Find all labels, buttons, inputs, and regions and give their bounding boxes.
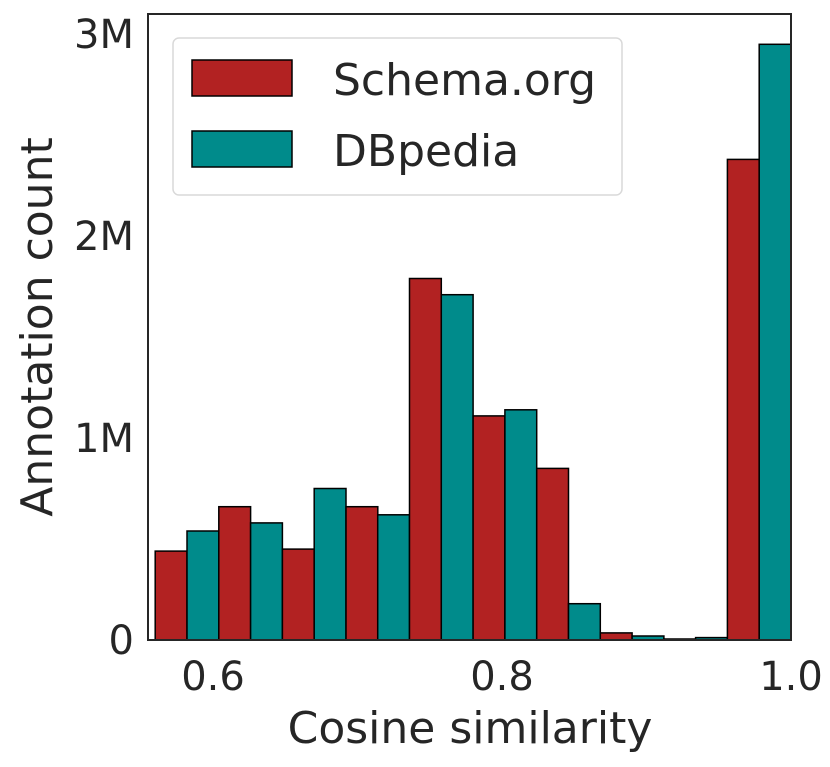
legend-swatch-dbpedia (191, 130, 293, 168)
y-axis-label: Annotation count (12, 137, 63, 516)
x-tick-label: 0.8 (470, 654, 534, 700)
bar-dbpedia-2 (313, 487, 347, 641)
legend-label-dbpedia: DBpedia (333, 126, 519, 177)
bar-schema-org-2 (281, 548, 315, 641)
bar-schema-org-1 (218, 505, 252, 641)
bar-schema-org-6 (535, 467, 570, 641)
y-tick-label: 2M (74, 214, 134, 260)
y-tick-label: 0 (109, 618, 134, 664)
legend: Schema.org DBpedia (172, 37, 623, 196)
bar-dbpedia-9 (758, 43, 792, 641)
bar-dbpedia-5 (504, 409, 538, 641)
bars-layer (154, 43, 792, 641)
bar-schema-org-5 (472, 415, 506, 641)
bar-dbpedia-1 (249, 522, 284, 641)
plot-frame (147, 13, 792, 641)
y-tick-labels: 0 1M 2M 3M (74, 12, 134, 664)
y-tick-label: 3M (74, 12, 134, 58)
bar-dbpedia-4 (440, 293, 474, 641)
x-tick-label: 1.0 (759, 654, 823, 700)
bar-schema-org-9 (726, 158, 760, 641)
bar-schema-org-3 (345, 505, 379, 641)
bar-schema-org-0 (154, 550, 188, 641)
x-tick-labels: 0.6 0.8 1.0 (181, 654, 823, 700)
bar-dbpedia-3 (376, 514, 411, 641)
legend-label-schema-org: Schema.org (333, 55, 596, 106)
y-tick-label: 1M (74, 416, 134, 462)
bar-schema-org-7 (599, 632, 633, 641)
bar-dbpedia-0 (186, 530, 220, 641)
legend-swatch-schema-org (191, 59, 293, 97)
x-tick-label: 0.6 (181, 654, 245, 700)
bar-dbpedia-6 (567, 602, 602, 641)
x-axis-label: Cosine similarity (288, 703, 653, 754)
bar-schema-org-4 (408, 277, 443, 641)
